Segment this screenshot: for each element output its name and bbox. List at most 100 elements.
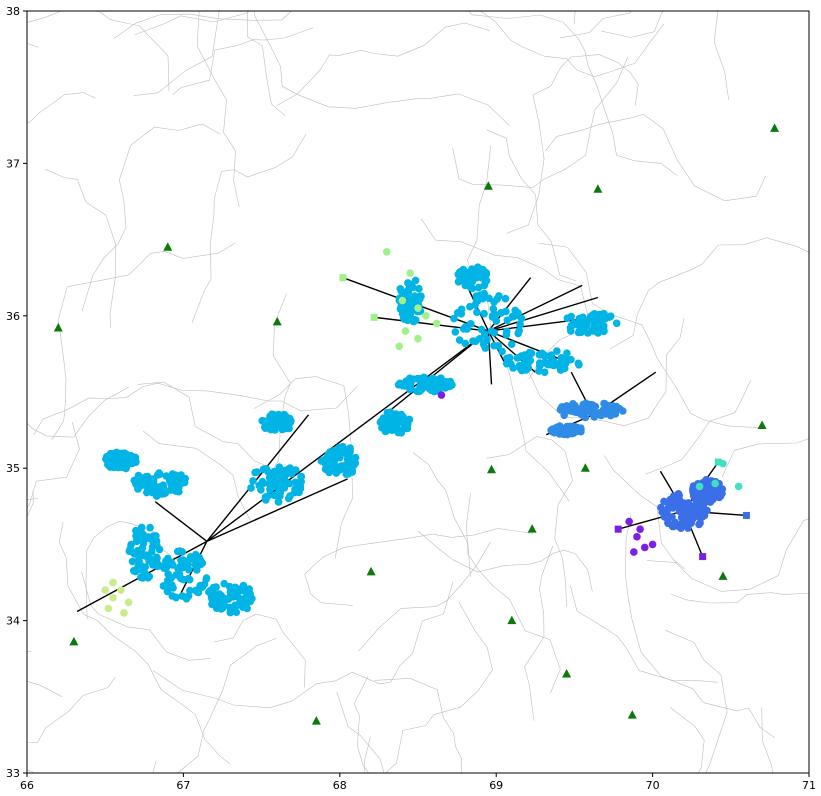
data-point	[516, 364, 524, 373]
data-point	[480, 309, 488, 318]
data-point	[148, 547, 156, 556]
data-point	[492, 317, 501, 325]
y-tick-label: 35	[6, 462, 20, 475]
triangle-marker	[272, 316, 282, 326]
data-point	[265, 480, 273, 488]
data-point	[429, 386, 438, 394]
data-point	[676, 503, 684, 511]
data-point	[487, 327, 496, 335]
data-point	[388, 413, 396, 421]
data-point	[591, 408, 599, 417]
plot-frame	[26, 10, 810, 774]
district-boundary	[670, 592, 809, 604]
data-point	[592, 327, 601, 336]
outlier-point	[109, 578, 117, 587]
triangle-marker	[770, 123, 780, 132]
data-point	[261, 493, 270, 501]
data-point	[468, 274, 477, 283]
scatter-points	[101, 247, 743, 617]
spoke-line	[488, 296, 599, 332]
district-boundary	[358, 541, 491, 652]
data-point	[202, 575, 210, 583]
data-point	[249, 477, 257, 485]
data-point	[257, 486, 265, 494]
data-point	[270, 412, 278, 420]
triangle-marker	[53, 322, 63, 332]
district-boundary	[721, 438, 809, 478]
data-point	[571, 401, 579, 410]
data-point	[177, 556, 185, 565]
outlier-point	[636, 525, 644, 533]
data-point	[498, 347, 506, 356]
data-point	[193, 566, 201, 574]
data-point	[544, 360, 552, 369]
data-point	[336, 453, 344, 462]
data-point	[575, 361, 583, 369]
data-point	[128, 557, 137, 566]
outlier-point	[401, 327, 410, 335]
data-point	[321, 465, 330, 474]
data-point	[418, 384, 427, 393]
data-point	[461, 274, 469, 283]
data-point	[516, 320, 524, 329]
data-point	[515, 353, 523, 362]
data-point	[183, 593, 191, 601]
data-point	[280, 466, 288, 475]
data-point	[466, 302, 474, 311]
spoke-line	[154, 501, 208, 542]
square-marker	[370, 313, 378, 321]
y-tick-label: 38	[6, 5, 20, 18]
district-boundary	[506, 54, 639, 234]
x-tick-label: 67	[176, 779, 190, 792]
district-boundary	[45, 169, 116, 329]
data-point	[555, 359, 564, 368]
data-point	[712, 485, 720, 494]
district-boundary	[58, 521, 230, 765]
data-point	[178, 548, 186, 556]
district-boundary	[276, 22, 490, 106]
district-boundary	[33, 382, 358, 436]
data-point	[612, 319, 621, 328]
data-point	[185, 565, 193, 574]
triangle-marker	[527, 524, 537, 533]
square-marker	[699, 553, 707, 561]
outlier-point	[640, 543, 649, 552]
district-boundary	[27, 92, 96, 124]
district-boundary	[609, 237, 809, 350]
y-tick-label: 36	[6, 310, 20, 323]
data-point	[684, 507, 692, 516]
district-boundary	[625, 514, 775, 738]
x-axis: 66 67 68 69 70 71	[20, 773, 816, 792]
data-point	[601, 408, 609, 417]
data-point	[159, 582, 168, 590]
data-point	[550, 361, 558, 370]
outlier-point	[695, 482, 704, 491]
outlier-point	[734, 482, 743, 491]
data-point	[152, 532, 160, 540]
data-point	[702, 491, 710, 499]
data-point	[186, 586, 194, 595]
data-point	[474, 283, 483, 292]
x-tick-label: 70	[646, 779, 660, 792]
data-point	[323, 452, 332, 461]
data-point	[657, 503, 665, 512]
data-point	[407, 280, 415, 289]
data-point	[406, 385, 415, 394]
outlier-point	[101, 586, 109, 594]
data-point	[553, 424, 562, 433]
data-point	[162, 472, 171, 480]
data-point	[142, 552, 150, 560]
data-point	[570, 422, 578, 431]
data-point	[145, 572, 154, 581]
y-tick-label: 37	[6, 157, 20, 170]
data-point	[455, 336, 464, 344]
data-point	[598, 314, 606, 323]
data-point	[123, 458, 132, 467]
data-point	[161, 489, 169, 497]
district-boundary	[143, 430, 251, 521]
district-boundary	[247, 11, 286, 117]
district-boundary	[113, 11, 292, 39]
data-point	[143, 472, 152, 481]
outlier-point	[711, 479, 719, 488]
district-boundary	[254, 11, 510, 126]
